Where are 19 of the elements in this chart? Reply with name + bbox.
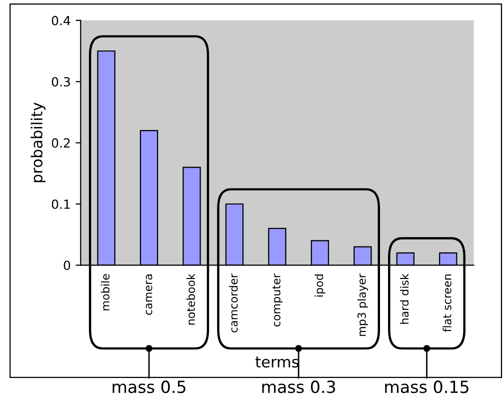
- y-tick-label: 0.1: [52, 199, 70, 209]
- y-tick-label: 0.4: [52, 16, 70, 26]
- x-tick-label: mobile: [100, 274, 110, 310]
- x-tick-label: camcorder: [229, 274, 238, 332]
- x-tick-label: ipod: [314, 274, 326, 296]
- x-tick-label: notebook: [186, 274, 195, 325]
- x-tick-label: hard disk: [400, 274, 409, 324]
- x-tick-label: flat screen: [442, 274, 452, 332]
- y-axis-title: probability: [30, 102, 46, 182]
- y-tick-label: 0: [64, 260, 70, 270]
- y-tick-label: 0.2: [52, 138, 70, 148]
- x-tick-label: camera: [146, 274, 152, 315]
- x-tick-label: mp3 player: [357, 274, 368, 336]
- y-tick-label: 0.3: [52, 77, 70, 87]
- x-tick-label: computer: [272, 274, 283, 327]
- x-axis-title: terms: [255, 356, 299, 368]
- text: mass 0.3: [262, 380, 336, 394]
- text: mass 0.15: [385, 380, 468, 394]
- text: mass 0.5: [112, 380, 186, 394]
